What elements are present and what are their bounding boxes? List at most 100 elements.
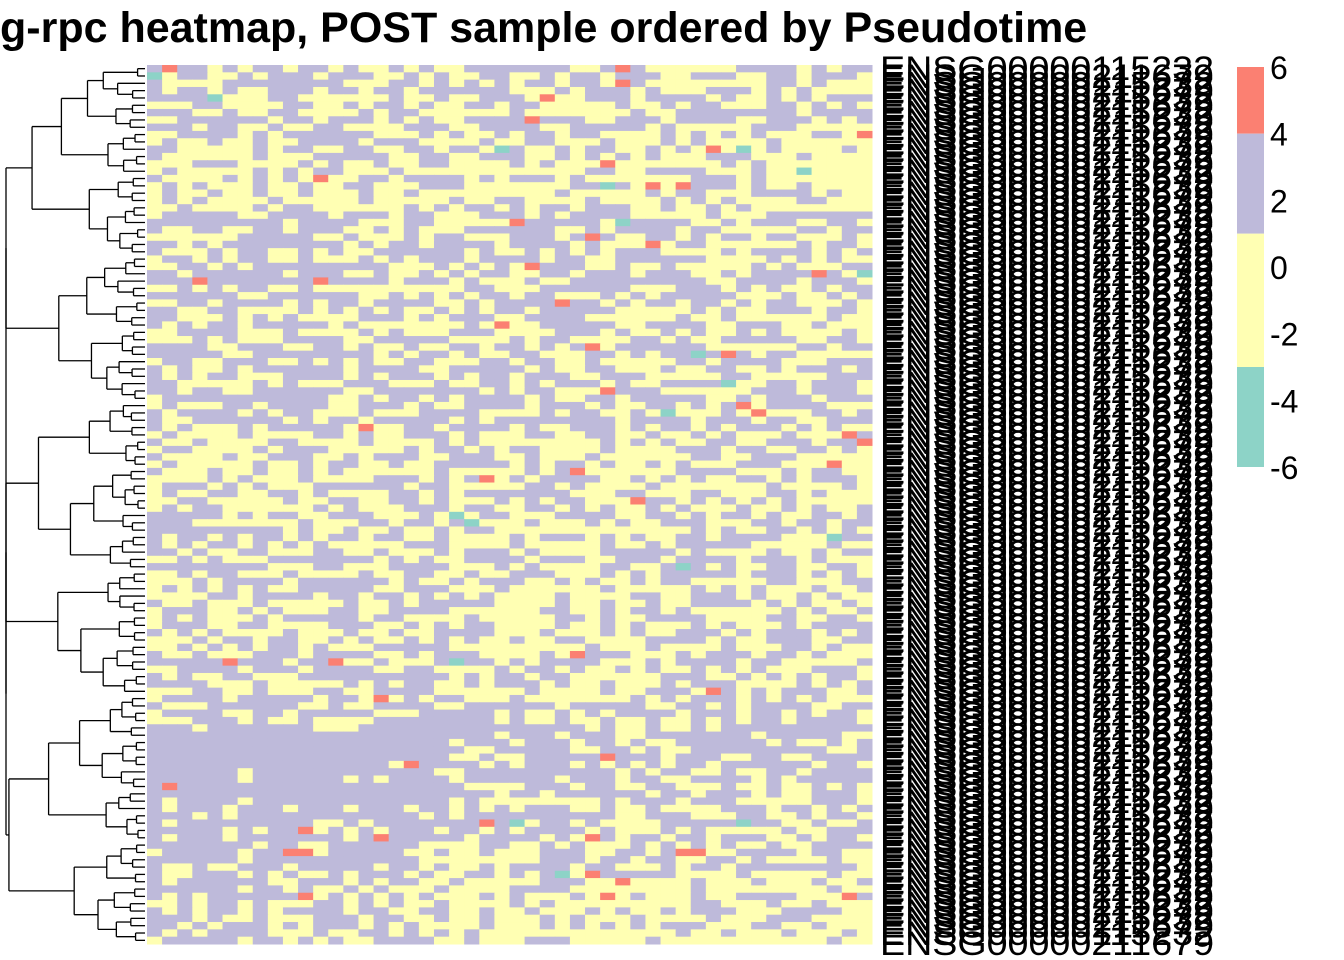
heatmap-cell [162, 753, 178, 762]
heatmap-cell [841, 614, 858, 623]
heatmap-cell [509, 409, 526, 418]
heatmap-cell [147, 702, 163, 711]
heatmap-cell [630, 138, 646, 147]
heatmap-cell [147, 101, 163, 110]
heatmap-cell [494, 541, 510, 549]
heatmap-cell [358, 299, 375, 308]
heatmap-cell [826, 672, 843, 681]
heatmap-cell [464, 672, 480, 681]
heatmap-cell [343, 350, 359, 359]
heatmap-cell [373, 570, 390, 579]
heatmap-cell [645, 160, 662, 169]
heatmap-cell [162, 160, 178, 169]
heatmap-cell [660, 65, 677, 73]
heatmap-cell [479, 321, 495, 330]
heatmap-cell [720, 174, 737, 183]
heatmap-cell [403, 599, 420, 608]
heatmap-cell [705, 702, 722, 711]
heatmap-cell [147, 636, 163, 645]
heatmap-cell [494, 760, 510, 769]
heatmap-cell [147, 189, 163, 198]
heatmap-cell [328, 585, 344, 593]
heatmap-cell [675, 189, 692, 198]
heatmap-cell [856, 453, 873, 462]
heatmap-cell [177, 394, 193, 403]
heatmap-cell [524, 438, 541, 447]
heatmap-cell [418, 497, 435, 506]
heatmap-cell [192, 299, 208, 308]
heatmap-cell [751, 174, 767, 183]
heatmap-cell [660, 694, 677, 703]
heatmap-cell [207, 643, 224, 652]
heatmap-cell [645, 101, 662, 110]
heatmap-cell [796, 306, 813, 315]
heatmap-cell [358, 204, 375, 213]
heatmap-cell [690, 694, 707, 703]
heatmap-cell [237, 328, 254, 337]
heatmap-cell [841, 343, 858, 352]
heatmap-cell [811, 724, 828, 733]
heatmap-cell [494, 672, 510, 681]
heatmap-cell [282, 438, 299, 447]
heatmap-cell [192, 226, 208, 234]
heatmap-cell [524, 306, 541, 315]
heatmap-cell [222, 306, 239, 315]
heatmap-cell [267, 709, 284, 718]
heatmap-cell [736, 160, 752, 169]
heatmap-cell [298, 636, 314, 645]
heatmap-cell [660, 284, 677, 293]
heatmap-cell [675, 694, 692, 703]
heatmap-cell [856, 174, 873, 183]
heatmap-cell [237, 130, 254, 139]
heatmap-cell [751, 541, 767, 549]
heatmap-cell [358, 563, 375, 571]
heatmap-cell [403, 585, 420, 593]
heatmap-cell [690, 299, 707, 308]
heatmap-cell [192, 665, 208, 674]
heatmap-cell [509, 504, 526, 513]
heatmap-cell [147, 292, 163, 300]
heatmap-cell [479, 262, 495, 271]
heatmap-cell [524, 167, 541, 176]
heatmap-cell [147, 467, 163, 476]
heatmap-cell [539, 379, 556, 388]
heatmap-cell [811, 445, 828, 454]
heatmap-cell [736, 577, 752, 586]
heatmap-cell [388, 189, 405, 198]
heatmap-cell [826, 343, 843, 352]
heatmap-cell [796, 555, 813, 564]
heatmap-cell [177, 445, 193, 454]
heatmap-cell [388, 511, 405, 520]
heatmap-cell [388, 72, 405, 81]
heatmap-cell [524, 196, 541, 205]
heatmap-cell [207, 387, 224, 396]
heatmap-cell [479, 292, 495, 300]
heatmap-cell [539, 724, 556, 733]
heatmap-cell [433, 738, 450, 747]
heatmap-cell [660, 255, 677, 264]
heatmap-cell [343, 328, 359, 337]
heatmap-cell [373, 738, 390, 747]
heatmap-cell [147, 672, 163, 681]
heatmap-cell [720, 401, 737, 410]
heatmap-cell [252, 672, 269, 681]
heatmap-cell [237, 636, 254, 645]
heatmap-cell [358, 716, 375, 725]
heatmap-cell [856, 72, 873, 81]
heatmap-cell [720, 379, 737, 388]
heatmap-cell [343, 577, 359, 586]
heatmap-cell [509, 218, 526, 227]
heatmap-cell [539, 108, 556, 117]
heatmap-cell [313, 665, 329, 674]
heatmap-cell [841, 270, 858, 278]
heatmap-cell [267, 160, 284, 169]
heatmap-cell [313, 196, 329, 205]
heatmap-cell [328, 599, 344, 608]
heatmap-cell [449, 248, 465, 256]
heatmap-cell [177, 226, 193, 234]
heatmap-cell [705, 152, 722, 161]
heatmap-cell [554, 709, 571, 718]
heatmap-cell [720, 65, 737, 73]
heatmap-cell [524, 541, 541, 549]
heatmap-cell [192, 145, 208, 154]
